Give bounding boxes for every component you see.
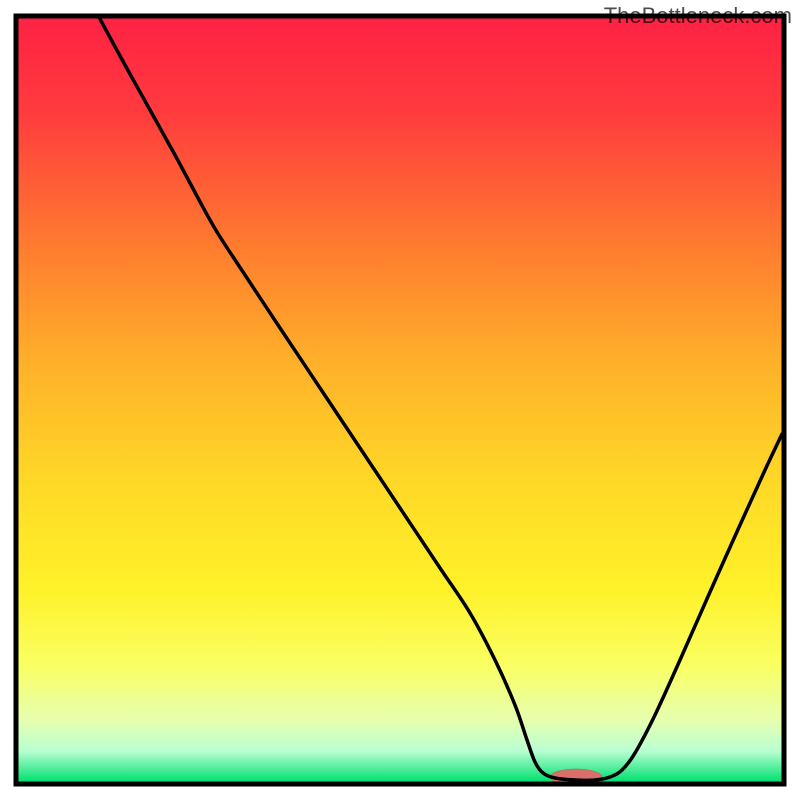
chart-container: TheBottleneck.com [0,0,800,800]
gradient-background [19,19,782,782]
watermark-text: TheBottleneck.com [604,3,792,29]
plot-area [19,19,783,786]
bottleneck-chart [0,0,800,800]
